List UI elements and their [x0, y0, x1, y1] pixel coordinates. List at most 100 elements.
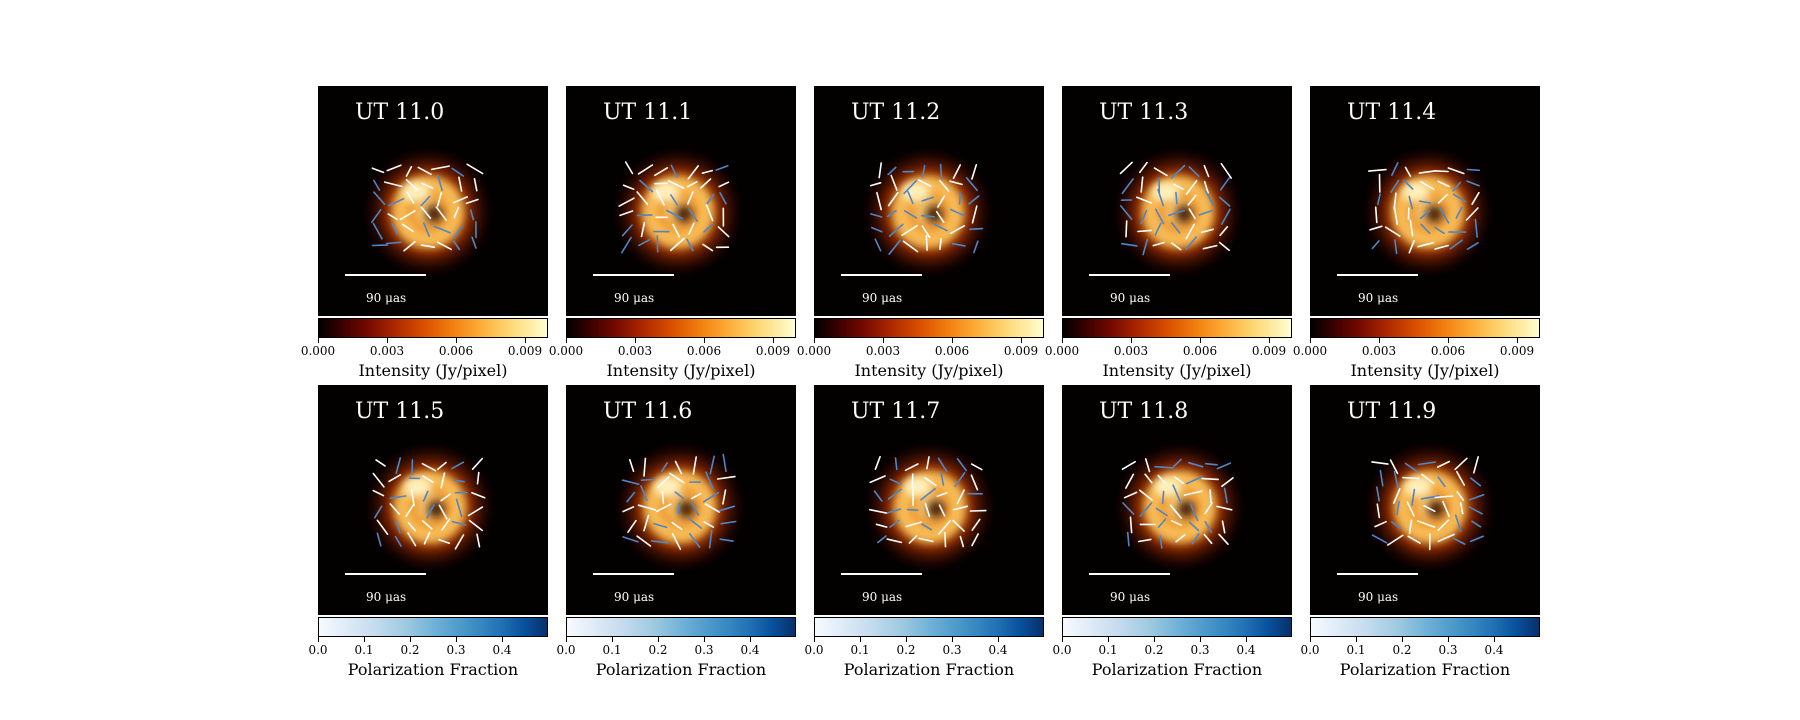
colorbar	[318, 318, 548, 338]
scale-bar	[841, 274, 922, 276]
evpa-tick	[674, 460, 683, 475]
evpa-tick	[1435, 170, 1449, 173]
evpa-tick	[691, 502, 699, 516]
scale-bar-label: 90 μas	[614, 590, 655, 604]
evpa-tick	[406, 191, 415, 204]
evpa-tick	[937, 195, 946, 208]
evpa-tick	[1218, 533, 1229, 545]
evpa-tick	[622, 506, 635, 513]
evpa-tick	[874, 455, 881, 470]
evpa-tick	[1170, 242, 1182, 251]
central-shadow	[675, 205, 693, 223]
evpa-tick	[453, 206, 460, 219]
evpa-tick	[1389, 459, 1399, 475]
evpa-tick	[1218, 241, 1230, 252]
evpa-tick	[938, 504, 946, 517]
evpa-tick	[1189, 503, 1199, 522]
evpa-tick	[1204, 521, 1213, 533]
evpa-tick	[1223, 487, 1228, 504]
evpa-tick	[386, 164, 402, 172]
evpa-tick	[692, 456, 697, 475]
evpa-tick	[643, 514, 650, 532]
evpa-tick	[1152, 241, 1165, 247]
evpa-tick	[875, 523, 888, 528]
evpa-tick	[1423, 504, 1436, 513]
evpa-tick	[1456, 490, 1465, 501]
image-panel: UT 11.3 90 μas	[1062, 86, 1292, 316]
evpa-tick	[708, 529, 713, 549]
evpa-tick	[1437, 519, 1450, 532]
colorbar-tick	[952, 637, 953, 642]
evpa-tick	[958, 193, 962, 205]
evpa-tick	[1185, 223, 1195, 240]
evpa-tick	[969, 227, 984, 231]
colorbar-tick-label: 0.2	[648, 643, 668, 657]
evpa-tick	[718, 505, 736, 512]
evpa-tick	[902, 240, 919, 253]
evpa-tick	[1173, 183, 1184, 190]
colorbar-tick-label: 0.0	[804, 643, 824, 657]
image-panel: UT 11.8 90 μas	[1062, 385, 1292, 615]
evpa-tick	[949, 208, 966, 217]
evpa-tick	[688, 517, 703, 529]
evpa-tick	[471, 236, 477, 249]
evpa-tick	[1393, 206, 1399, 226]
scale-bar	[1089, 274, 1170, 276]
evpa-tick	[1408, 195, 1413, 210]
evpa-tick	[701, 169, 713, 174]
colorbar-tick	[1062, 637, 1063, 642]
evpa-tick	[887, 191, 899, 207]
evpa-tick	[1216, 462, 1232, 470]
colorbar-tick-label: 0.4	[740, 643, 760, 657]
evpa-tick	[422, 475, 434, 483]
evpa-tick	[1185, 236, 1197, 250]
evpa-tick	[887, 488, 902, 500]
evpa-tick	[1154, 465, 1174, 469]
evpa-tick	[1404, 166, 1412, 178]
evpa-tick	[373, 505, 383, 519]
evpa-tick	[438, 504, 448, 520]
evpa-tick	[1220, 162, 1232, 179]
bright-spot	[904, 477, 932, 497]
evpa-tick	[1418, 200, 1432, 204]
colorbar-tick	[1108, 637, 1109, 642]
colorbar	[814, 318, 1044, 338]
scale-bar	[1089, 573, 1170, 575]
evpa-tick	[373, 191, 386, 205]
bright-spot	[1154, 477, 1182, 497]
central-shadow	[677, 500, 695, 518]
evpa-tick	[1367, 168, 1387, 172]
evpa-tick	[636, 214, 653, 217]
evpa-tick	[1168, 209, 1185, 217]
evpa-tick	[956, 489, 965, 505]
evpa-tick	[654, 167, 669, 177]
evpa-tick	[1203, 533, 1213, 545]
evpa-tick	[1188, 208, 1196, 220]
colorbar-tick-label: 0.003	[1113, 344, 1149, 358]
evpa-tick	[454, 534, 465, 550]
colorbar-tick-label: 0.0	[1300, 643, 1320, 657]
evpa-tick	[918, 537, 934, 543]
evpa-tick	[620, 236, 632, 254]
evpa-tick	[452, 240, 461, 251]
evpa-tick	[1417, 461, 1436, 466]
image-panel: UT 11.4 90 μas	[1310, 86, 1540, 316]
evpa-tick	[1120, 242, 1138, 247]
evpa-tick	[391, 223, 398, 235]
black-hole-image	[1364, 441, 1496, 573]
evpa-tick	[1394, 239, 1398, 255]
black-hole-image	[862, 146, 994, 278]
colorbar-tick	[566, 338, 567, 343]
evpa-tick	[937, 457, 948, 473]
colorbar-tick	[410, 637, 411, 642]
evpa-tick	[1436, 460, 1451, 468]
bright-spot	[404, 477, 432, 497]
evpa-tick	[1202, 244, 1218, 250]
evpa-tick	[1466, 242, 1479, 250]
evpa-tick	[1468, 493, 1485, 501]
evpa-tick	[1406, 501, 1415, 517]
colorbar-tick-label: 0.006	[1182, 344, 1218, 358]
colorbar-tick	[1379, 338, 1380, 343]
panel-title: UT 11.5	[355, 399, 445, 424]
